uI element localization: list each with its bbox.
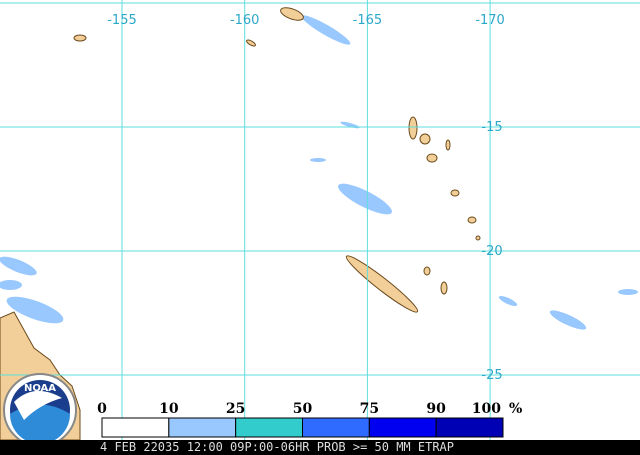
graticule: -155 -160 -165 -170 -15 -20 -25 bbox=[0, 0, 640, 440]
footer-bar bbox=[0, 440, 640, 455]
legend-label: 25 bbox=[226, 401, 245, 417]
logo-text: NOAA bbox=[24, 383, 56, 394]
lat-label: -20 bbox=[481, 244, 502, 259]
legend-label: 10 bbox=[159, 401, 179, 417]
lat-label: -25 bbox=[481, 368, 502, 383]
legend-box bbox=[302, 417, 370, 438]
legend-box bbox=[435, 417, 504, 438]
lon-label: -170 bbox=[475, 13, 505, 28]
legend-label: 50 bbox=[293, 401, 313, 417]
legend-box bbox=[101, 417, 170, 438]
lon-label: -160 bbox=[230, 13, 260, 28]
legend-box bbox=[368, 417, 437, 438]
legend-box bbox=[235, 417, 304, 438]
legend: 0 10 25 50 75 90 100% bbox=[97, 401, 522, 438]
lon-label: -165 bbox=[353, 13, 383, 28]
legend-label: 90 bbox=[426, 401, 446, 417]
rain-areas bbox=[0, 15, 638, 330]
lon-label: -155 bbox=[107, 13, 137, 28]
footer-text: 4 FEB 22035 12:00 09P:00-06HR PROB >= 50… bbox=[100, 440, 454, 454]
legend-label: 100 bbox=[472, 401, 501, 417]
lat-label: -15 bbox=[481, 120, 502, 135]
legend-label: 75 bbox=[360, 401, 379, 417]
noaa-logo: NOAA bbox=[3, 373, 77, 447]
legend-box bbox=[168, 417, 237, 438]
legend-unit: % bbox=[509, 401, 522, 417]
legend-label: 0 bbox=[97, 401, 107, 417]
